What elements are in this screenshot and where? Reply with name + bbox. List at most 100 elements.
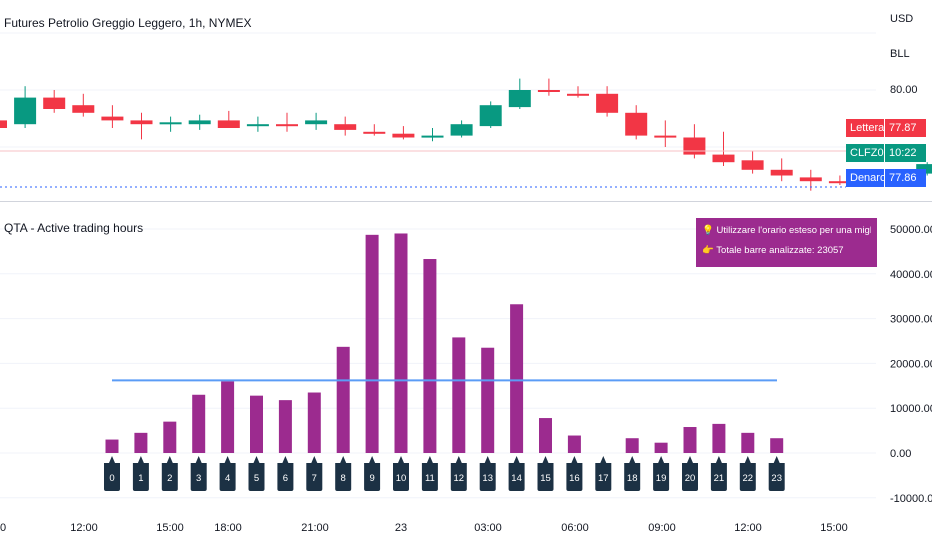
hour-marker-label: 0 — [109, 473, 114, 484]
hour-marker-label: 8 — [341, 473, 346, 484]
candle-body — [537, 90, 560, 92]
hour-marker — [479, 456, 496, 491]
time-tick-label: 15:00 — [156, 522, 184, 534]
candle-body — [130, 120, 153, 125]
candle-body — [305, 120, 328, 125]
candle-body — [596, 93, 619, 113]
hour-marker-label: 17 — [598, 473, 609, 484]
candle-body — [188, 120, 211, 125]
info-line-total-bars: 👉 Totale barre analizzate: 23057 — [702, 245, 844, 256]
hour-marker-label: 5 — [254, 473, 259, 484]
indicator-bar — [336, 346, 350, 453]
hour-marker-label: 19 — [656, 473, 667, 484]
candle-body — [712, 154, 735, 163]
hour-marker-label: 21 — [714, 473, 725, 484]
hour-marker — [566, 456, 583, 491]
indicator-bar — [683, 427, 697, 453]
candle-body — [276, 124, 298, 127]
bid-price-tag: 77.86 — [885, 169, 926, 187]
indicator-bars — [105, 233, 784, 453]
hour-marker-label: 7 — [312, 473, 317, 484]
candle-body — [828, 181, 851, 184]
candle-body — [683, 137, 706, 155]
y-tick-label: 20000.00 — [890, 358, 932, 370]
y-tick-label: 30000.00 — [890, 314, 932, 326]
indicator-title[interactable]: QTA - Active trading hours — [4, 221, 144, 235]
candle-body — [246, 124, 269, 127]
candle-body — [799, 177, 822, 182]
price-pane-title[interactable]: Futures Petrolio Greggio Leggero, 1h, NY… — [4, 16, 252, 30]
indicator-bar — [539, 418, 552, 453]
hour-marker — [364, 456, 381, 491]
candle-body — [479, 105, 502, 127]
time-axis[interactable]: 00 12:00 15:00 18:00 21:00 23 03:00 06:00 09:00 1… — [0, 522, 848, 534]
candle-body — [450, 124, 473, 136]
indicator-bar — [423, 259, 437, 453]
indicator-bar — [510, 304, 524, 453]
candle-body — [363, 131, 386, 134]
candle-body — [770, 169, 793, 176]
candle-body — [101, 116, 124, 121]
hour-marker — [306, 456, 323, 491]
candle-body — [159, 122, 182, 125]
info-line-visualization: 💡 Utilizzare l'orario esteso per una mig… — [702, 225, 871, 236]
info-table: 💡 Utilizzare l'orario esteso per una mig… — [696, 218, 877, 267]
hour-marker — [450, 456, 467, 491]
time-tick-label: 21:00 — [301, 522, 329, 534]
candle-body — [0, 120, 7, 128]
hour-marker-label: 13 — [482, 473, 493, 484]
indicator-bar — [221, 381, 235, 453]
time-tick-label: 12:00 — [70, 522, 98, 534]
hour-marker — [132, 456, 149, 491]
hour-marker-label: 20 — [685, 473, 696, 484]
symbol-tag: CLFZ023 — [846, 144, 896, 162]
y-tick-label: 0.00 — [890, 448, 911, 460]
time-tick-label: 23 — [395, 522, 407, 534]
time-tick-label: 06:00 — [561, 522, 589, 534]
hour-marker — [190, 456, 207, 491]
time-tick-label: 15:00 — [820, 522, 848, 534]
indicator-bar — [741, 432, 755, 453]
y-tick-label: 50000.00 — [890, 224, 932, 236]
unit-label: BLL — [890, 48, 910, 60]
price-axis[interactable]: USD BLL 80.00 — [890, 13, 918, 96]
hour-marker — [508, 456, 525, 491]
time-tick-label: 03:00 — [474, 522, 502, 534]
hour-marker — [335, 456, 352, 491]
countdown-tag: 10:22 — [885, 144, 926, 162]
indicator-bar — [307, 392, 321, 453]
candle-body — [217, 120, 240, 128]
indicator-bar — [481, 347, 495, 453]
candle-body — [741, 160, 764, 170]
y-tick-label: -10000.00 — [890, 493, 932, 505]
y-tick-label: 40000.00 — [890, 269, 932, 281]
indicator-bar — [134, 432, 148, 453]
price-lines — [0, 150, 846, 188]
hour-marker — [624, 456, 641, 491]
candle-body — [916, 164, 932, 174]
indicator-bar — [163, 421, 177, 453]
hour-marker-label: 3 — [196, 473, 201, 484]
indicator-bar — [278, 400, 292, 453]
hour-marker — [277, 456, 294, 491]
hour-marker-label: 4 — [225, 473, 230, 484]
indicator-bar — [625, 438, 639, 453]
ask-price-tag: 77.87 — [885, 119, 926, 137]
hour-marker — [104, 456, 120, 491]
indicator-bar — [770, 438, 784, 453]
hour-marker — [768, 456, 785, 491]
indicator-bar — [105, 439, 119, 453]
candle-body — [421, 135, 444, 138]
hour-marker — [393, 456, 409, 491]
hour-marker — [710, 456, 727, 491]
candle-body — [392, 133, 415, 138]
candle-body — [72, 105, 95, 113]
bid-label-tag: Denaro — [846, 169, 886, 187]
hour-marker — [421, 456, 438, 491]
hour-marker-label: 9 — [369, 473, 374, 484]
hour-marker — [595, 456, 612, 491]
time-tick-label: 12:00 — [734, 522, 762, 534]
candle-body — [43, 97, 66, 109]
